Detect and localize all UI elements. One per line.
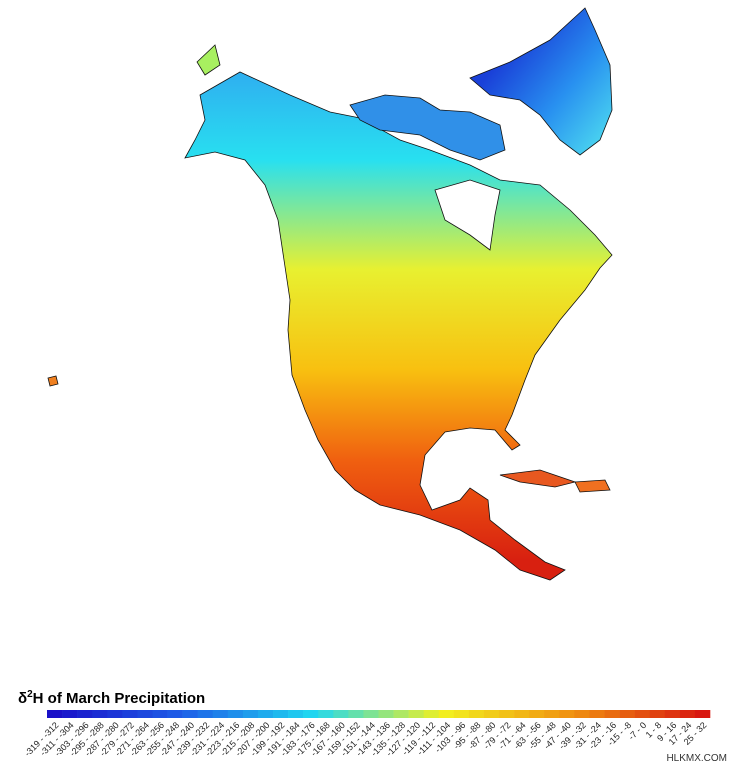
legend-swatch bbox=[107, 710, 123, 718]
map bbox=[47, 7, 613, 581]
legend-swatch bbox=[257, 710, 274, 718]
legend-swatch bbox=[438, 710, 455, 718]
legend-swatch bbox=[122, 710, 138, 718]
legend-swatch bbox=[318, 710, 334, 718]
legend-swatch bbox=[182, 710, 198, 718]
legend-swatch bbox=[483, 710, 500, 718]
legend-swatch bbox=[529, 710, 545, 718]
legend-swatch bbox=[212, 710, 229, 718]
legend-swatch bbox=[363, 710, 379, 718]
legend-swatch bbox=[288, 710, 304, 718]
legend-swatch bbox=[619, 710, 635, 718]
legend-swatch bbox=[92, 710, 108, 718]
legend-swatch bbox=[47, 710, 63, 718]
hudson-bay bbox=[434, 179, 501, 251]
legend-swatch bbox=[664, 710, 681, 718]
legend-swatch bbox=[137, 710, 153, 718]
cuba bbox=[499, 469, 577, 488]
legend-swatch bbox=[589, 710, 605, 718]
legend-swatch bbox=[242, 710, 259, 718]
legend-swatch bbox=[152, 710, 168, 718]
legend-swatch bbox=[227, 710, 244, 718]
legend: -319 - -312-311 - -304-303 - -296-295 - … bbox=[22, 710, 711, 758]
title-rest: H of March Precipitation bbox=[33, 690, 206, 707]
legend-swatch bbox=[378, 710, 394, 718]
legend-swatch bbox=[408, 710, 425, 718]
legend-swatch bbox=[634, 710, 651, 718]
legend-swatch bbox=[604, 710, 620, 718]
legend-swatch bbox=[574, 710, 590, 718]
legend-swatch bbox=[544, 710, 560, 718]
legend-swatch bbox=[468, 710, 485, 718]
legend-title: δ2H of March Precipitation bbox=[18, 689, 205, 707]
legend-swatch bbox=[167, 710, 183, 718]
legend-swatch bbox=[333, 710, 349, 718]
legend-swatch bbox=[649, 710, 666, 718]
title-superscript: 2 bbox=[27, 689, 33, 700]
hispaniola bbox=[574, 479, 611, 493]
legend-swatch bbox=[273, 710, 289, 718]
legend-swatch bbox=[514, 710, 530, 718]
legend-swatch bbox=[348, 710, 364, 718]
greenland bbox=[469, 7, 613, 156]
alaska-island bbox=[196, 44, 221, 76]
legend-swatch bbox=[62, 710, 78, 718]
legend-swatch bbox=[303, 710, 319, 718]
legend-swatch bbox=[453, 710, 470, 718]
legend-swatch bbox=[393, 710, 409, 718]
legend-swatch bbox=[77, 710, 93, 718]
legend-swatch bbox=[694, 710, 711, 718]
watermark: HLKMX.COM bbox=[666, 753, 727, 764]
arctic-islands bbox=[349, 94, 506, 161]
legend-swatch bbox=[679, 710, 696, 718]
hawaii bbox=[47, 375, 59, 387]
legend-swatch bbox=[499, 710, 515, 718]
legend-swatch bbox=[423, 710, 440, 718]
title-prefix: δ bbox=[18, 690, 27, 707]
legend-swatch bbox=[197, 710, 214, 718]
north-america bbox=[184, 71, 613, 581]
legend-swatch bbox=[559, 710, 575, 718]
